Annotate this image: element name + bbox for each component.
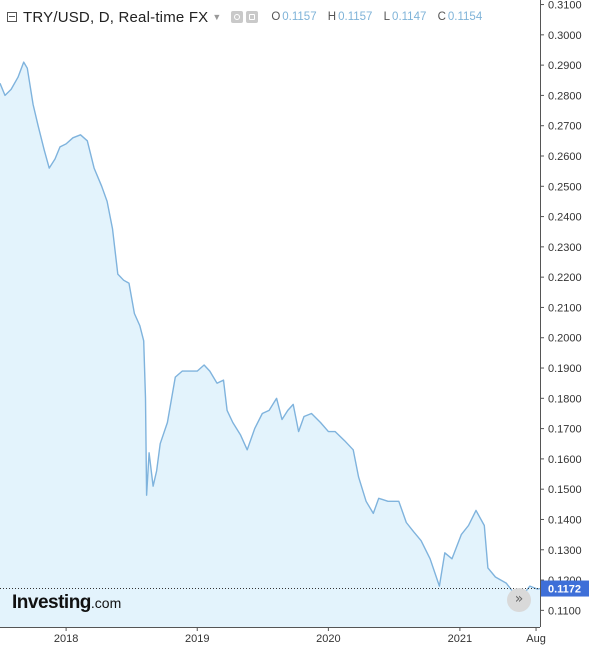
open-key: O xyxy=(271,11,281,23)
chart-header: TRY/USD, D, Real-time FX ▼ O 0.1157 H 0.11… xyxy=(0,0,540,34)
logo-suffix: .com xyxy=(90,595,122,611)
x-tick-label: 2019 xyxy=(185,633,209,645)
y-tick-label: 0.2800 xyxy=(548,90,582,102)
low-value: 0.1147 xyxy=(392,11,427,23)
y-tick-label: 0.1300 xyxy=(548,545,582,557)
y-tick-label: 0.1400 xyxy=(548,514,582,526)
investing-logo: Investing.com xyxy=(12,592,121,614)
eye-icon[interactable] xyxy=(231,11,244,23)
y-tick-label: 0.1100 xyxy=(548,605,581,617)
y-tick-label: 0.2600 xyxy=(548,151,582,163)
x-tick-label: 2020 xyxy=(316,633,340,645)
y-tick-label: 0.1800 xyxy=(548,393,582,405)
y-tick-label: 0.1500 xyxy=(548,484,582,496)
y-tick-label: 0.1900 xyxy=(548,363,582,375)
symbol-title[interactable]: TRY/USD, D, Real-time FX xyxy=(23,8,209,26)
close-value: 0.1154 xyxy=(447,11,483,23)
logo-brand: Investing xyxy=(12,592,91,613)
x-tick-label: 2021 xyxy=(448,633,472,645)
y-tick-label: 0.2200 xyxy=(548,272,582,284)
y-tick-label: 0.2100 xyxy=(548,302,582,314)
last-price-tag xyxy=(541,580,589,597)
y-tick-label: 0.2400 xyxy=(548,212,582,224)
y-tick-label: 0.2000 xyxy=(548,333,582,345)
last-price-label: 0.1172 xyxy=(548,584,581,596)
x-tick-label: Aug xyxy=(526,633,546,645)
close-key: C xyxy=(437,11,446,23)
ohlc-readout: O 0.1157 H 0.1157 L 0.1147 C 0.1154 xyxy=(271,11,490,23)
low-key: L xyxy=(383,11,391,23)
y-tick-label: 0.3000 xyxy=(548,30,582,42)
price-line xyxy=(0,61,541,596)
y-tick-label: 0.1600 xyxy=(548,454,582,466)
y-tick-label: 0.1700 xyxy=(548,424,582,436)
y-tick-label: 0.2500 xyxy=(548,181,582,193)
y-tick-label: 0.2700 xyxy=(548,121,582,133)
high-value: 0.1157 xyxy=(338,11,373,23)
high-key: H xyxy=(327,11,337,23)
y-tick-label: 0.2300 xyxy=(548,242,582,254)
open-value: 0.1157 xyxy=(282,11,317,23)
x-tick-label: 2018 xyxy=(54,633,78,645)
collapse-icon[interactable] xyxy=(7,12,17,22)
scroll-to-latest-button[interactable]: » xyxy=(507,588,531,612)
chevron-down-icon[interactable]: ▼ xyxy=(212,12,222,22)
y-tick-label: 0.2900 xyxy=(548,60,582,72)
y-tick-label: 0.3100 xyxy=(548,0,582,12)
price-area xyxy=(0,62,540,628)
gear-icon[interactable] xyxy=(246,11,259,23)
